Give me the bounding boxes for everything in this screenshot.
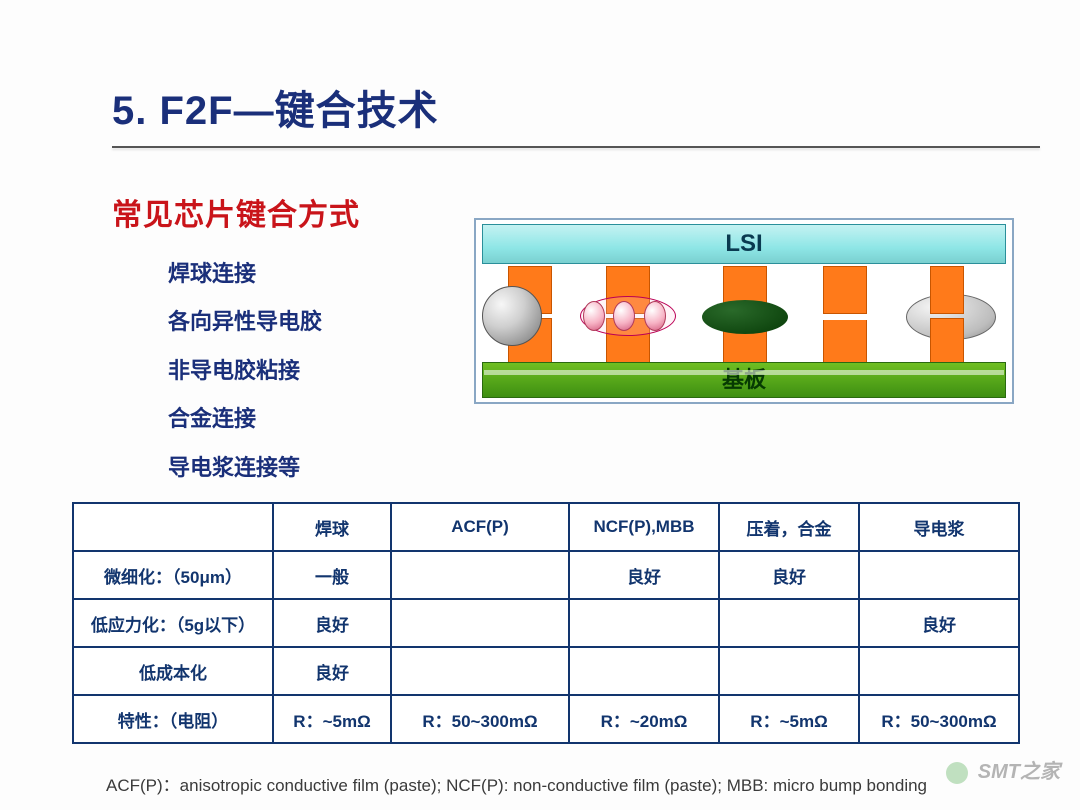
bullet-item: 各向异性导电胶 bbox=[168, 298, 322, 346]
td bbox=[569, 599, 719, 647]
table-row: 低应力化：（5g以下） 良好 良好 bbox=[73, 599, 1019, 647]
solder-ball bbox=[482, 286, 542, 346]
table-header-row: 焊球 ACF(P) NCF(P),MBB 压着，合金 导电浆 bbox=[73, 503, 1019, 551]
td: R：~20mΩ bbox=[569, 695, 719, 743]
th: ACF(P) bbox=[391, 503, 569, 551]
td: 特性：（电阻） bbox=[73, 695, 273, 743]
td bbox=[719, 647, 859, 695]
pad-bot bbox=[823, 318, 867, 366]
decor-arc-outer bbox=[0, 0, 60, 60]
bonding-diagram: LSI 基板 bbox=[474, 218, 1014, 404]
td bbox=[391, 551, 569, 599]
td: 良好 bbox=[569, 551, 719, 599]
bullet-list: 焊球连接 各向异性导电胶 非导电胶粘接 合金连接 导电浆连接等 bbox=[168, 250, 322, 492]
td: R：~5mΩ bbox=[719, 695, 859, 743]
td bbox=[859, 551, 1019, 599]
substrate-highlight bbox=[484, 370, 1004, 375]
ncf-blob bbox=[702, 300, 788, 334]
table-row: 特性：（电阻） R：~5mΩ R：50~300mΩ R：~20mΩ R：~5mΩ… bbox=[73, 695, 1019, 743]
td: 微细化：（50μm） bbox=[73, 551, 273, 599]
bullet-item: 非导电胶粘接 bbox=[168, 347, 322, 395]
td: 良好 bbox=[273, 599, 391, 647]
td bbox=[859, 647, 1019, 695]
watermark-text: SMT之家 bbox=[978, 761, 1060, 783]
acf-dot bbox=[613, 301, 635, 331]
title-block: 5. F2F—键合技术 bbox=[112, 78, 1040, 148]
pad-top bbox=[823, 266, 867, 314]
watermark: SMT之家 bbox=[946, 755, 1060, 784]
substrate-layer: 基板 bbox=[482, 362, 1006, 398]
th bbox=[73, 503, 273, 551]
td: 一般 bbox=[273, 551, 391, 599]
td bbox=[391, 599, 569, 647]
acf-dot bbox=[644, 301, 666, 331]
page-title: 5. F2F—键合技术 bbox=[112, 78, 1040, 144]
td: 良好 bbox=[273, 647, 391, 695]
td bbox=[719, 599, 859, 647]
td: 低应力化：（5g以下） bbox=[73, 599, 273, 647]
td bbox=[391, 647, 569, 695]
td: R：50~300mΩ bbox=[859, 695, 1019, 743]
lsi-layer: LSI bbox=[482, 224, 1006, 264]
td bbox=[569, 647, 719, 695]
td: 良好 bbox=[859, 599, 1019, 647]
table-row: 微细化：（50μm） 一般 良好 良好 bbox=[73, 551, 1019, 599]
acf-particles bbox=[580, 296, 676, 336]
th: 压着，合金 bbox=[719, 503, 859, 551]
title-rule bbox=[112, 146, 1040, 148]
bullet-item: 导电浆连接等 bbox=[168, 444, 322, 492]
pad-top-over bbox=[930, 266, 964, 314]
th: 焊球 bbox=[273, 503, 391, 551]
wechat-icon bbox=[946, 762, 968, 784]
td: R：~5mΩ bbox=[273, 695, 391, 743]
td: R：50~300mΩ bbox=[391, 695, 569, 743]
table-row: 低成本化 良好 bbox=[73, 647, 1019, 695]
footnote: ACF(P)：anisotropic conductive film (past… bbox=[106, 771, 927, 796]
th: NCF(P),MBB bbox=[569, 503, 719, 551]
pad-bot-over bbox=[930, 318, 964, 366]
bullet-item: 合金连接 bbox=[168, 395, 322, 443]
acf-dot bbox=[583, 301, 605, 331]
alloy-interface bbox=[823, 314, 867, 320]
td: 良好 bbox=[719, 551, 859, 599]
subtitle: 常见芯片键合方式 bbox=[112, 190, 360, 234]
td: 低成本化 bbox=[73, 647, 273, 695]
comparison-table: 焊球 ACF(P) NCF(P),MBB 压着，合金 导电浆 微细化：（50μm… bbox=[72, 502, 1020, 744]
th: 导电浆 bbox=[859, 503, 1019, 551]
decor-arc-inner bbox=[0, 0, 50, 50]
bullet-item: 焊球连接 bbox=[168, 250, 322, 298]
